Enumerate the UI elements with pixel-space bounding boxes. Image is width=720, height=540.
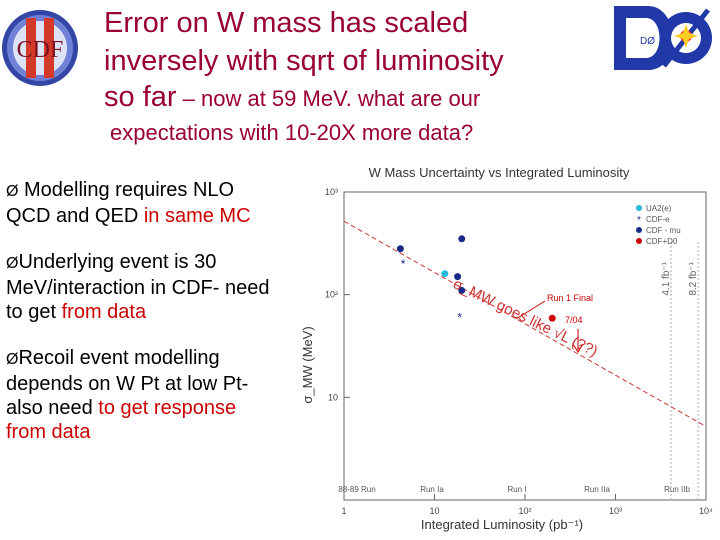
- run-label: Run IIa: [584, 485, 610, 494]
- d0-logo: DØ: [614, 6, 712, 70]
- bullet-item: ØRecoil event modelling depends on W Pt …: [6, 346, 281, 444]
- bullet-arrow-icon: Ø: [6, 351, 19, 368]
- data-point: [454, 273, 462, 281]
- title-line-3b: – now at 59 Me: [176, 86, 334, 111]
- bullet-arrow-icon: Ø: [6, 183, 19, 200]
- y-axis-label: σ_MW (MeV): [300, 326, 315, 403]
- cdf-logo: CDF: [2, 10, 78, 86]
- legend-marker: [636, 227, 642, 233]
- chart-title: W Mass Uncertainty vs Integrated Luminos…: [369, 165, 630, 180]
- x-tick-label: 10²: [518, 506, 531, 516]
- date-arrowhead-icon: [572, 343, 584, 353]
- bullet-list: Ø Modelling requires NLO QCD and QED in …: [6, 178, 281, 466]
- luminosity-marker-label: 4.1 fb⁻¹: [661, 261, 672, 295]
- title-line-3: so far – now at 59 MeV. what are our: [104, 80, 604, 116]
- title-line-3a: so far: [104, 81, 177, 113]
- legend-label: CDF+D0: [646, 237, 678, 246]
- bullet-text-red: in same MC: [138, 205, 251, 227]
- x-tick-label: 10³: [609, 506, 622, 516]
- fit-line: [343, 220, 707, 427]
- run-label: Run I: [507, 485, 526, 494]
- legend-label: UA2(e): [646, 204, 672, 213]
- y-tick-label: 10³: [325, 187, 338, 197]
- bullet-text: Underlying event is 30 MeV/interaction i…: [6, 251, 270, 323]
- luminosity-marker-label: 8.2 fb⁻¹: [688, 261, 699, 295]
- legend-marker: [636, 205, 642, 211]
- cdf-logo-text: CDF: [17, 37, 64, 63]
- y-tick-label: 10: [328, 392, 338, 402]
- bullet-text-red: to get response from data: [6, 397, 237, 443]
- data-point: [458, 235, 466, 243]
- run-label: 88-89 Run: [338, 485, 375, 494]
- data-point-star: *: [401, 257, 406, 271]
- legend-label: CDF - mu: [646, 226, 681, 235]
- date-label: 7/04: [565, 315, 583, 325]
- x-tick-label: 10: [429, 506, 439, 516]
- x-tick-label: 1: [341, 506, 346, 516]
- bullet-item: Ø Modelling requires NLO QCD and QED in …: [6, 178, 281, 228]
- x-axis-label: Integrated Luminosity (pb⁻¹): [421, 517, 583, 532]
- data-point-star: *: [457, 310, 462, 324]
- run-label: Run IIb: [664, 485, 690, 494]
- legend-marker-star: *: [637, 215, 641, 226]
- title-line-3c: V. what are our: [333, 86, 481, 111]
- run1-final-label: Run 1 Final: [547, 293, 593, 303]
- y-tick-label: 10²: [325, 290, 338, 300]
- bullet-item: ØUnderlying event is 30 MeV/interaction …: [6, 250, 281, 324]
- slide-title: Error on W mass has scaled inversely wit…: [104, 4, 604, 150]
- run1-final-arrow: [515, 300, 546, 320]
- bullet-arrow-icon: Ø: [6, 255, 19, 272]
- w-mass-chart: W Mass Uncertainty vs Integrated Luminos…: [282, 155, 716, 540]
- title-line-2: inversely with sqrt of luminosity: [104, 45, 504, 77]
- data-point: [458, 286, 466, 294]
- legend-label: CDF-e: [646, 215, 670, 224]
- legend-marker: [636, 238, 642, 244]
- x-tick-label: 10⁴: [699, 506, 713, 516]
- data-point: [548, 314, 556, 322]
- bullet-text: Recoil event modelling depends on W Pt a…: [6, 347, 249, 419]
- bullet-text-red: from data: [56, 301, 147, 323]
- data-point: [396, 245, 404, 253]
- bullet-text: Modelling requires NLO QCD and QED: [6, 179, 235, 227]
- d0-logo-text: DØ: [640, 36, 655, 47]
- title-line-1: Error on W mass has scaled: [104, 7, 469, 39]
- title-line-4: expectations with 10-20X more data?: [110, 120, 474, 145]
- run-label: Run Ia: [420, 485, 444, 494]
- data-point: [441, 270, 449, 278]
